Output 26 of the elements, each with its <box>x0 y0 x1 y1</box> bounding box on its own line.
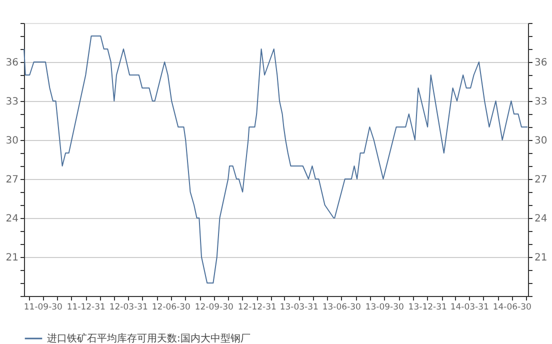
y-tick-label: 30 <box>6 136 18 146</box>
y2-tick-label: 21 <box>534 252 548 264</box>
y-tick-label: 36 <box>6 58 18 68</box>
y-tick-label: 21 <box>6 252 18 264</box>
x-tick-label: 12-03-31 <box>109 302 148 312</box>
y-tick-label: 33 <box>6 96 18 108</box>
legend-label: 进口铁矿石平均库存可用天数:国内大中型钢厂 <box>47 332 250 344</box>
y2-tick-label: 27 <box>534 174 548 186</box>
x-tick-label: 12-09-30 <box>194 302 234 312</box>
x-tick-label: 14-06-30 <box>492 302 532 312</box>
x-tick-label: 14-03-31 <box>450 302 489 312</box>
x-tick-label: 11-09-30 <box>24 302 62 312</box>
line-series <box>24 36 528 284</box>
x-tick-label: 12-12-31 <box>238 302 276 312</box>
x-tick-label: 13-03-31 <box>280 302 318 312</box>
y2-tick-label: 36 <box>534 58 548 68</box>
y-tick-label: 27 <box>6 174 18 186</box>
x-tick-label: 13-12-31 <box>408 302 447 312</box>
x-tick-label: 13-09-30 <box>365 302 404 312</box>
y2-tick-label: 33 <box>534 96 548 108</box>
y-tick-label: 24 <box>6 214 18 224</box>
y2-tick-label: 30 <box>534 136 548 146</box>
x-tick-label: 11-12-31 <box>66 302 106 312</box>
y2-tick-label: 24 <box>534 214 548 224</box>
x-tick-label: 12-06-30 <box>152 302 190 312</box>
x-tick-label: 13-06-30 <box>322 302 361 312</box>
